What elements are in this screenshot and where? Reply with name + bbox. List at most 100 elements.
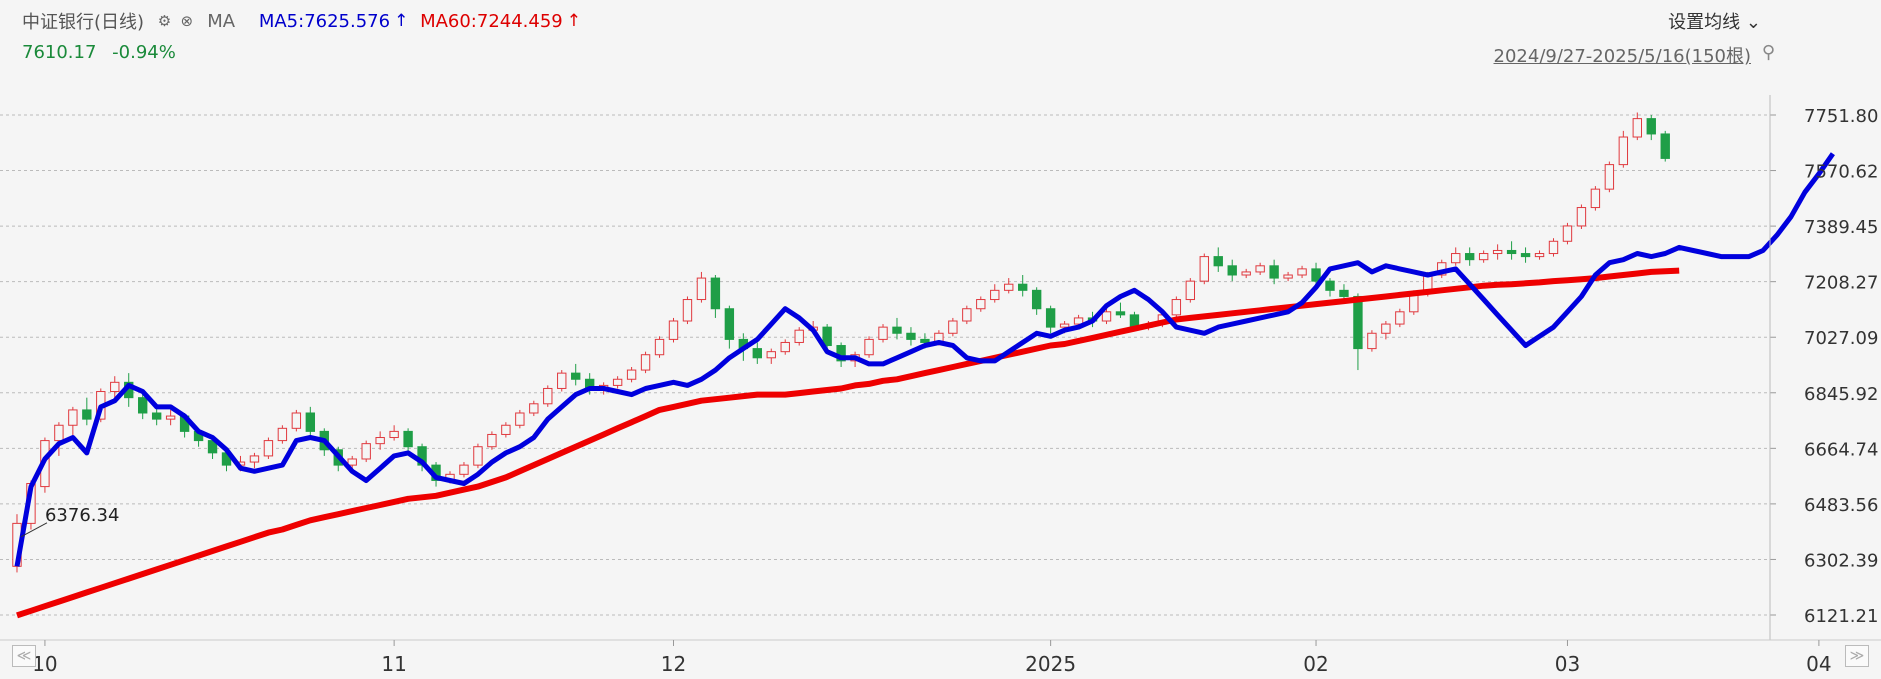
candle-body — [110, 381, 120, 393]
candle-body — [473, 446, 483, 466]
candle-body — [654, 338, 665, 356]
ma60-path — [16, 267, 1680, 619]
candle-body — [1018, 283, 1028, 291]
candle-body — [1073, 317, 1084, 325]
candle-body — [1311, 268, 1321, 282]
index-name: 中证银行(日线) — [22, 12, 145, 33]
candle-body — [1353, 295, 1363, 350]
candle-body — [1451, 253, 1461, 264]
candle-body — [543, 387, 553, 405]
candle-body — [277, 427, 288, 442]
close-icon[interactable]: ⊗ — [180, 11, 194, 30]
candle-body — [752, 348, 762, 359]
candle-body — [696, 277, 707, 301]
candle-body — [1660, 133, 1670, 159]
x-tick-label: 04 — [1806, 652, 1831, 676]
candle-body — [766, 351, 776, 359]
candle-body — [138, 397, 148, 414]
candle-body — [1520, 253, 1531, 258]
candle-body — [710, 277, 721, 310]
scroll-right-button[interactable]: ≫ — [1845, 645, 1869, 667]
y-tick-label: 6664.74 — [1804, 439, 1878, 460]
candle-body — [459, 464, 469, 475]
candle-body — [1213, 256, 1223, 267]
candle-body — [1059, 323, 1070, 328]
x-axis: 101112202502030405 — [32, 640, 1832, 676]
set-ma-label: 设置均线 — [1668, 12, 1741, 33]
candle-body — [1632, 118, 1642, 138]
candle-body — [1506, 249, 1517, 255]
candle-body — [165, 415, 176, 420]
y-tick-label: 7027.09 — [1804, 328, 1878, 349]
candle-body — [1478, 253, 1489, 261]
candle-body — [347, 458, 357, 466]
candle-body — [82, 409, 92, 420]
annotations: 6376.347751.80 — [20, 505, 119, 538]
candle-body — [962, 308, 972, 322]
ma5-value: MA5:7625.576 — [258, 10, 391, 32]
low-annotation-label: 6376.34 — [45, 505, 119, 526]
x-tick-label: 02 — [1303, 652, 1328, 676]
set-ma-button[interactable]: 设置均线 ⌄ — [1668, 8, 1761, 34]
candle-body — [1171, 299, 1182, 316]
candle-body — [305, 412, 316, 432]
candle-body — [920, 338, 930, 343]
candle-body — [557, 372, 567, 389]
candle-body — [1199, 256, 1209, 282]
candle-body — [668, 320, 679, 340]
candle-body — [976, 299, 986, 310]
candle-body — [626, 369, 637, 380]
candle-body — [487, 433, 497, 448]
candle-body — [1185, 280, 1196, 301]
candle-body — [794, 329, 804, 343]
candle-body — [1590, 188, 1601, 209]
candle-body — [1297, 268, 1307, 276]
x-tick-label: 03 — [1555, 652, 1580, 676]
candle-body — [1325, 280, 1335, 291]
candle-body — [1492, 249, 1503, 255]
candle-body — [682, 299, 693, 322]
ma-label: MA — [207, 10, 236, 32]
y-tick-label: 7208.27 — [1804, 273, 1878, 294]
x-tick-label: 11 — [381, 652, 406, 676]
candle-body — [501, 424, 511, 435]
candle-body — [571, 372, 581, 380]
candle-body — [878, 326, 888, 340]
x-tick-label: 10 — [32, 652, 57, 676]
y-tick-label: 6302.39 — [1804, 550, 1878, 571]
candle-body — [906, 332, 916, 340]
candle-body — [836, 345, 846, 362]
chevron-down-icon: ⌄ — [1745, 12, 1761, 33]
ma60-up-arrow-icon: ↑ — [566, 11, 582, 31]
candle-body — [291, 412, 302, 429]
candle-body — [1618, 136, 1629, 166]
candle-body — [403, 430, 413, 448]
gear-icon[interactable]: ⚙ — [157, 11, 172, 30]
ma60-value: MA60:7244.459 — [420, 10, 563, 32]
candle-body — [640, 354, 651, 371]
candle-body — [361, 443, 371, 460]
last-price: 7610.17 — [22, 42, 97, 63]
candle-body — [263, 440, 274, 457]
candle-body — [1464, 253, 1475, 261]
scroll-left-button[interactable]: ≪ — [12, 645, 36, 667]
candle-body — [1101, 311, 1112, 322]
candle-body — [1339, 289, 1349, 297]
ma5-up-arrow-icon: ↑ — [394, 11, 409, 31]
low-annotation-pointer — [20, 522, 48, 538]
candle-body — [529, 403, 539, 414]
ma5-line — [14, 152, 1835, 567]
candle-body — [1241, 271, 1251, 276]
candle-body — [54, 424, 64, 442]
date-range-link[interactable]: 2024/9/27-2025/5/16(150根) — [1493, 46, 1751, 67]
y-tick-label: 7751.80 — [1804, 106, 1878, 127]
pin-icon[interactable]: ⚲ — [1761, 42, 1775, 63]
candle-body — [1534, 253, 1545, 258]
y-tick-label: 7570.62 — [1804, 162, 1878, 183]
candle-body — [1604, 164, 1615, 190]
candle-body — [1115, 311, 1126, 316]
candle-body — [780, 341, 790, 353]
candle-body — [864, 338, 874, 356]
candle-body — [515, 412, 525, 426]
